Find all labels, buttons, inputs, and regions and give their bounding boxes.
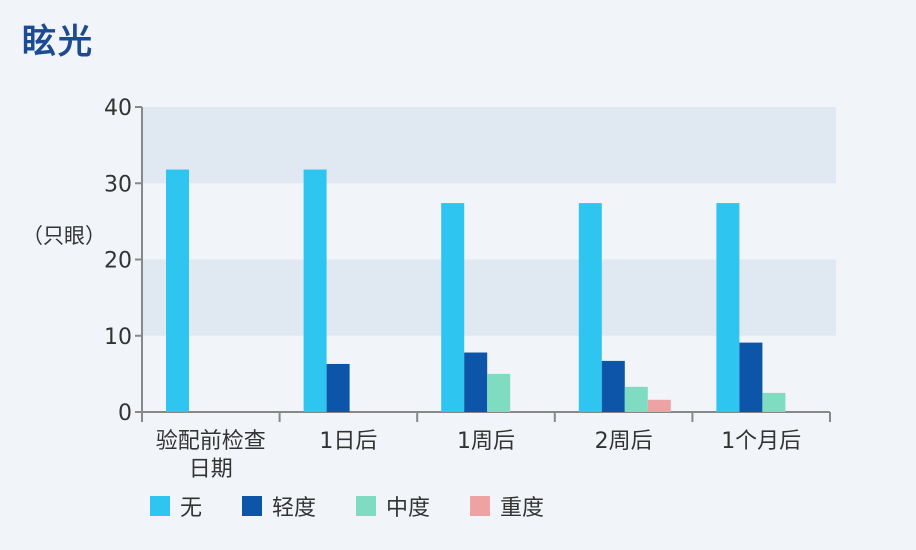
x-tick-label: 验配前检查 xyxy=(156,429,266,454)
y-tick-label: 40 xyxy=(104,96,132,121)
bar xyxy=(303,169,327,412)
bar xyxy=(647,399,671,412)
y-tick-label: 0 xyxy=(118,401,132,426)
x-tick-label: 日期 xyxy=(189,457,233,482)
bar xyxy=(762,392,786,412)
y-tick-label: 10 xyxy=(104,325,132,350)
legend-item-mild: 轻度 xyxy=(242,490,316,522)
legend-swatch-none xyxy=(150,496,170,516)
legend-label-moderate: 中度 xyxy=(386,496,431,521)
bar xyxy=(601,360,625,412)
bar xyxy=(326,363,350,412)
legend-label-severe: 重度 xyxy=(500,496,545,521)
legend-swatch-severe xyxy=(470,496,491,516)
legend-swatch-mild xyxy=(242,496,263,516)
bar xyxy=(487,373,511,412)
bar xyxy=(464,352,488,412)
bar xyxy=(578,203,602,412)
x-tick-label: 1周后 xyxy=(457,429,515,454)
bar xyxy=(739,342,763,412)
bar xyxy=(716,203,740,412)
x-tick-label: 2周后 xyxy=(595,429,653,454)
bar xyxy=(441,203,465,412)
legend-item-moderate: 中度 xyxy=(356,490,430,522)
y-tick-label: 20 xyxy=(104,249,132,274)
legend-label-mild: 轻度 xyxy=(272,496,317,521)
chart-title: 眩光 xyxy=(22,22,94,62)
legend: 无 轻度 中度 重度 xyxy=(150,490,584,522)
legend-item-none: 无 xyxy=(150,490,202,522)
legend-label-none: 无 xyxy=(180,496,203,521)
y-tick-label: 30 xyxy=(104,172,132,197)
x-tick-label: 1日后 xyxy=(319,429,377,454)
bar xyxy=(624,386,648,412)
x-tick-label: 1个月后 xyxy=(721,429,801,454)
legend-item-severe: 重度 xyxy=(470,490,544,522)
legend-swatch-moderate xyxy=(356,496,377,516)
y-axis-label: （只眼） xyxy=(22,224,106,248)
bar xyxy=(166,169,189,412)
grid-band xyxy=(142,107,836,184)
